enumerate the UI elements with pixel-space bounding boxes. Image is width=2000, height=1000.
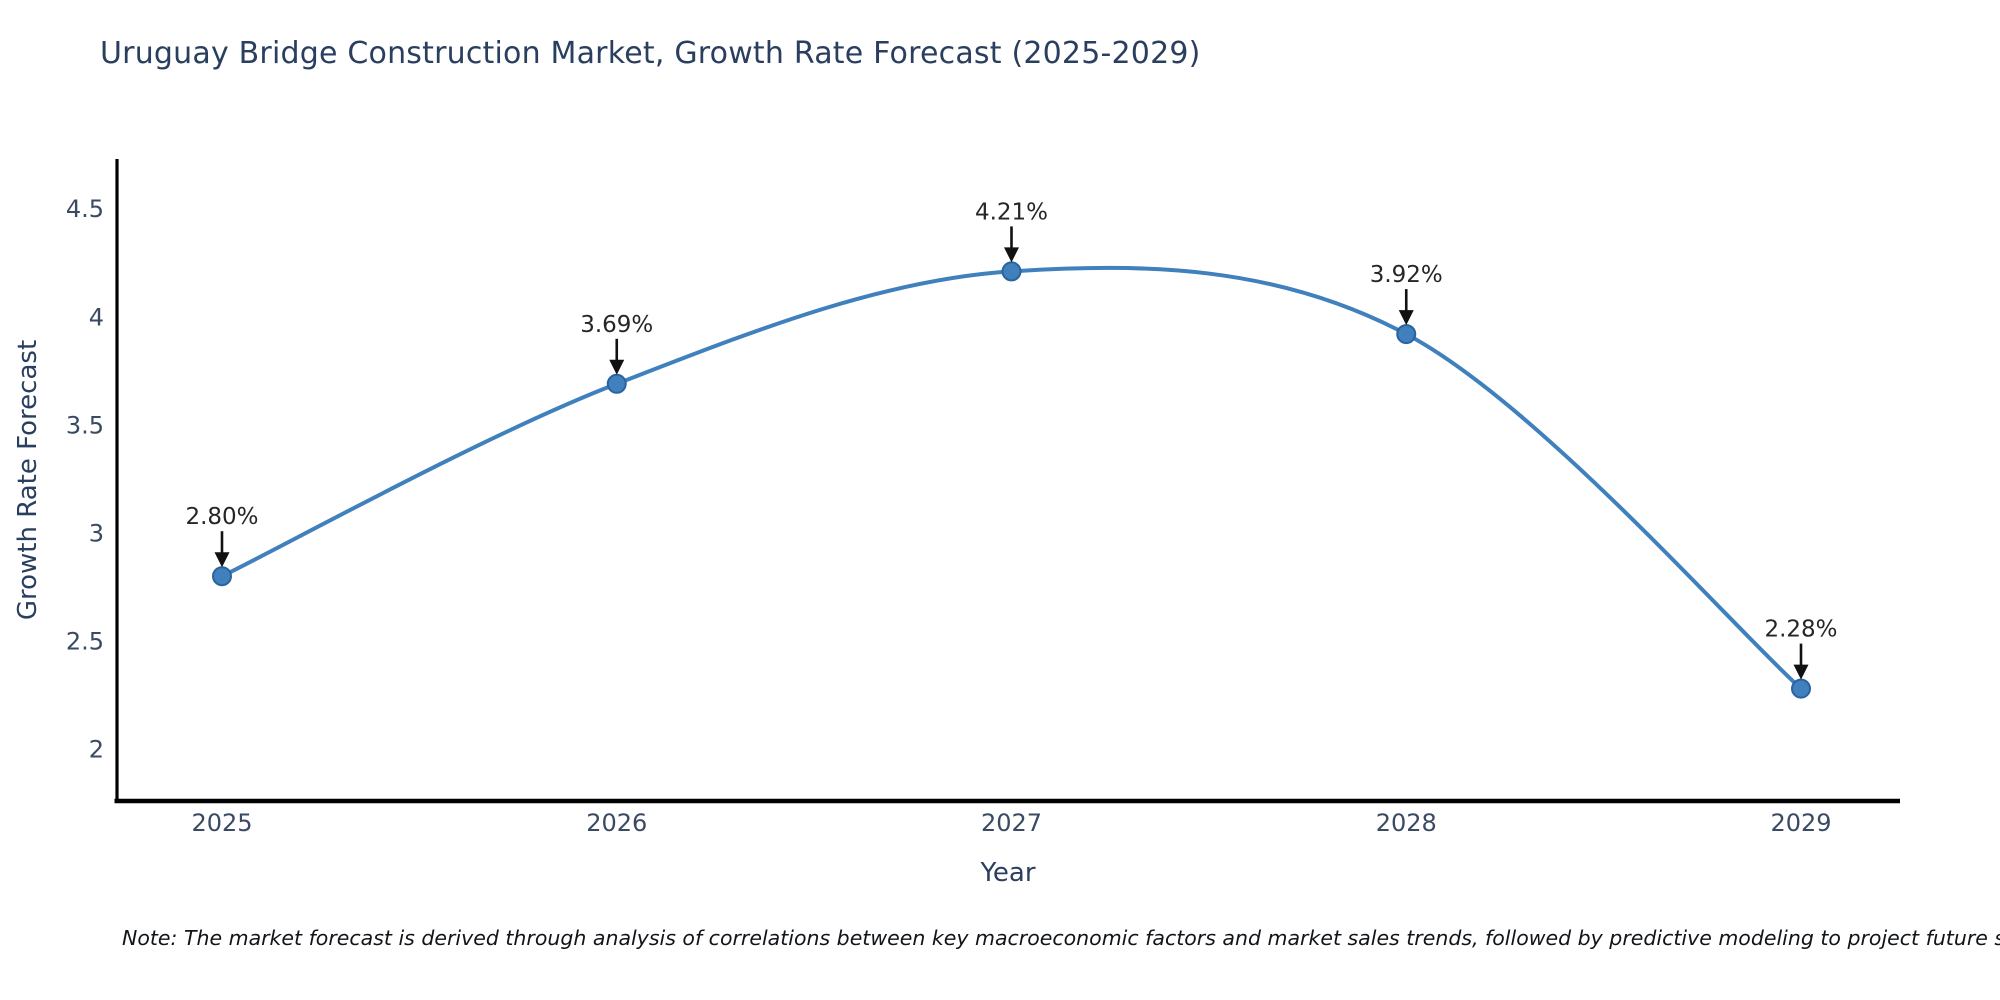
- data-point-2025[interactable]: [212, 566, 232, 587]
- x-tick-label: 2027: [981, 809, 1042, 837]
- forecast-line: [220, 265, 1803, 691]
- data-point-2029[interactable]: [1791, 678, 1811, 699]
- annotation-label-2025: 2.80%: [185, 504, 258, 530]
- footnote: Note: The market forecast is derived thr…: [122, 926, 2000, 950]
- annotation-arrow-head: [1793, 664, 1809, 680]
- data-point-2028[interactable]: [1396, 324, 1417, 345]
- y-tick-label: 3: [89, 519, 104, 547]
- y-tick-label: 3.5: [66, 411, 104, 439]
- annotation-arrow-head: [214, 552, 230, 568]
- y-tick-label: 4.5: [66, 195, 104, 223]
- y-axis-title: Growth Rate Forecast: [13, 339, 43, 621]
- annotation-label-2026: 3.69%: [580, 312, 653, 338]
- annotation-label-2027: 4.21%: [975, 199, 1048, 225]
- annotation-label-2029: 2.28%: [1764, 617, 1837, 643]
- data-point-2027[interactable]: [1001, 261, 1022, 282]
- y-tick-label: 2.5: [66, 628, 104, 656]
- x-tick-label: 2025: [191, 809, 252, 837]
- data-point-2026[interactable]: [606, 373, 627, 394]
- x-tick-label: 2029: [1770, 809, 1831, 837]
- chart-title: Uruguay Bridge Construction Market, Grow…: [100, 36, 1201, 71]
- annotation-arrow-head: [1398, 310, 1414, 326]
- annotation-label-2028: 3.92%: [1370, 262, 1443, 288]
- annotation-arrow-head: [1004, 247, 1019, 263]
- annotation-arrow-head: [609, 359, 625, 375]
- y-tick-label: 2: [89, 736, 104, 764]
- y-tick-label: 4: [89, 303, 104, 331]
- x-axis-title: Year: [980, 858, 1036, 888]
- x-tick-label: 2028: [1376, 809, 1437, 837]
- x-tick-label: 2026: [586, 809, 647, 837]
